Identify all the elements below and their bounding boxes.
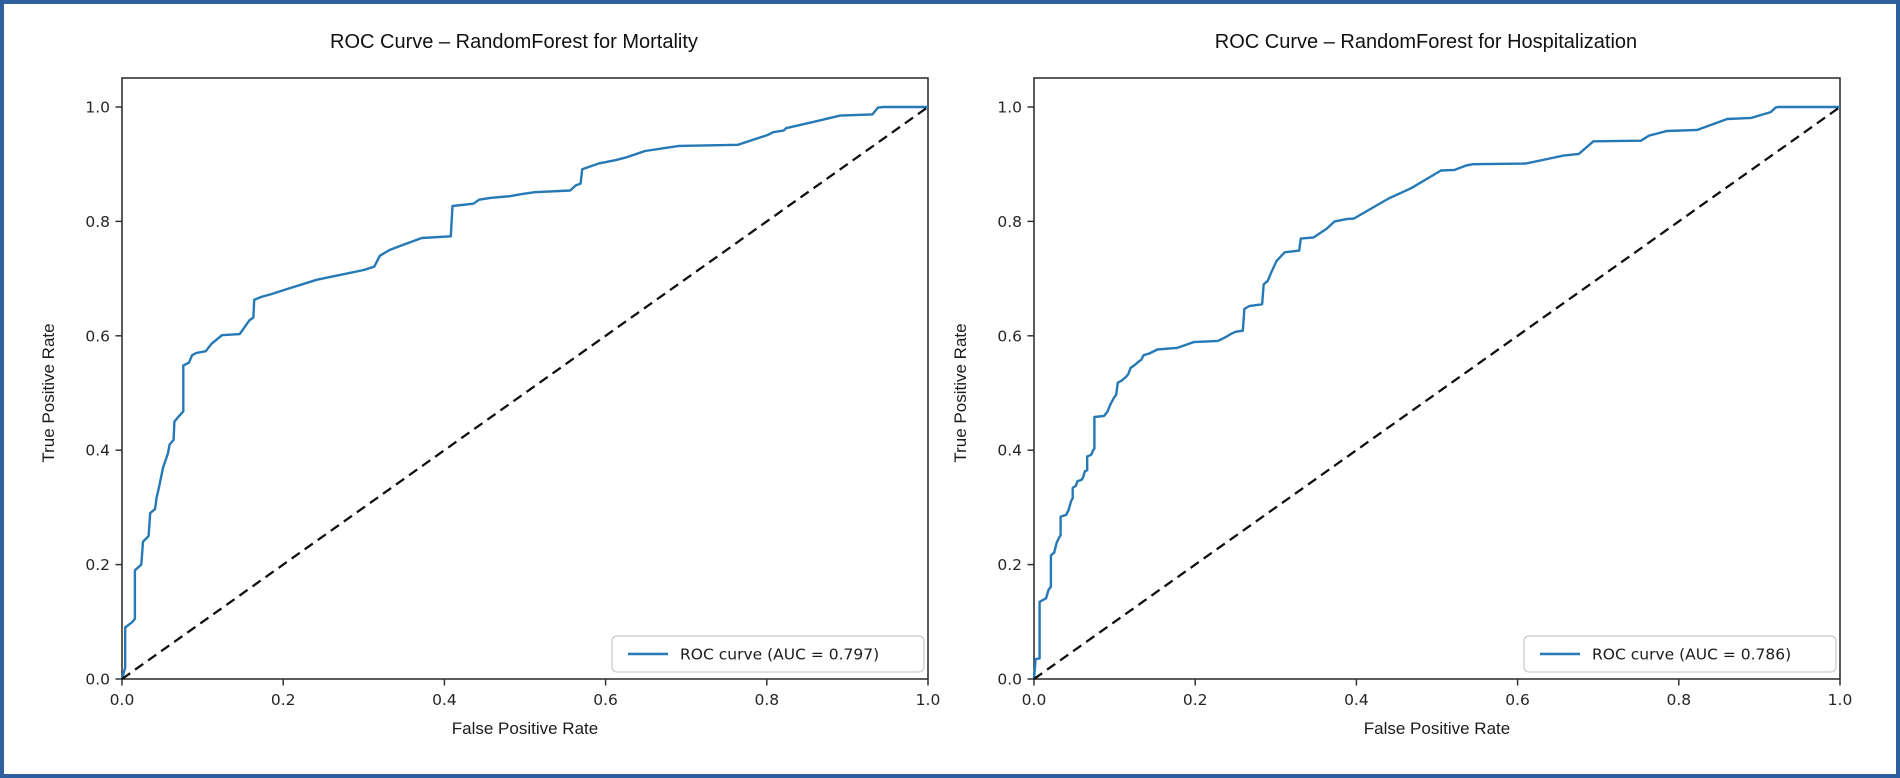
x-tick-label: 0.2 — [271, 691, 296, 709]
x-tick-label: 0.6 — [1505, 691, 1530, 709]
y-tick-label: 0.6 — [85, 327, 110, 345]
chance-diagonal-line — [1033, 106, 1841, 680]
y-tick-label: 0.4 — [85, 442, 110, 460]
y-tick-label: 1.0 — [85, 99, 110, 117]
plot-border — [1033, 77, 1841, 680]
y-tick-label: 0.2 — [85, 556, 110, 574]
roc-chart-mortality: ROC Curve – RandomForest for Mortality 0.… — [39, 31, 941, 738]
legend-box — [1523, 635, 1837, 673]
roc-curve-line — [120, 105, 928, 680]
x-tick-label: 0.6 — [593, 691, 618, 709]
plot-border — [121, 77, 929, 680]
y-tick-label: 0.8 — [997, 213, 1022, 231]
roc-curve-line — [1032, 105, 1840, 680]
x-tick-label: 0.0 — [110, 691, 135, 709]
chance-diagonal-line — [121, 106, 929, 680]
y-tick-label: 0.4 — [997, 442, 1022, 460]
x-tick-label: 0.2 — [1183, 691, 1208, 709]
y-tick-label: 0.0 — [997, 671, 1022, 689]
x-axis-label: False Positive Rate — [452, 719, 598, 738]
y-tick-label: 0.2 — [997, 556, 1022, 574]
x-tick-label: 0.8 — [1666, 691, 1691, 709]
x-tick-label: 0.8 — [754, 691, 779, 709]
legend-label: ROC curve (AUC = 0.797) — [680, 646, 879, 664]
x-tick-label: 1.0 — [916, 691, 941, 709]
x-tick-label: 0.4 — [432, 691, 457, 709]
x-tick-label: 1.0 — [1828, 691, 1853, 709]
y-tick-label: 0.0 — [85, 671, 110, 689]
x-axis-label: False Positive Rate — [1364, 719, 1510, 738]
legend-box — [611, 635, 925, 673]
chart-title: ROC Curve – RandomForest for Mortality — [330, 31, 698, 53]
y-tick-label: 0.6 — [997, 327, 1022, 345]
x-tick-label: 0.4 — [1344, 691, 1369, 709]
roc-chart-hospitalization: ROC Curve – RandomForest for Hospitaliza… — [951, 31, 1853, 738]
y-axis-label: True Positive Rate — [951, 323, 970, 462]
y-tick-label: 0.8 — [85, 213, 110, 231]
chart-title: ROC Curve – RandomForest for Hospitaliza… — [1215, 31, 1637, 53]
x-tick-label: 0.0 — [1022, 691, 1047, 709]
y-axis-label: True Positive Rate — [39, 323, 58, 462]
y-tick-label: 1.0 — [997, 99, 1022, 117]
legend-label: ROC curve (AUC = 0.786) — [1592, 646, 1791, 664]
